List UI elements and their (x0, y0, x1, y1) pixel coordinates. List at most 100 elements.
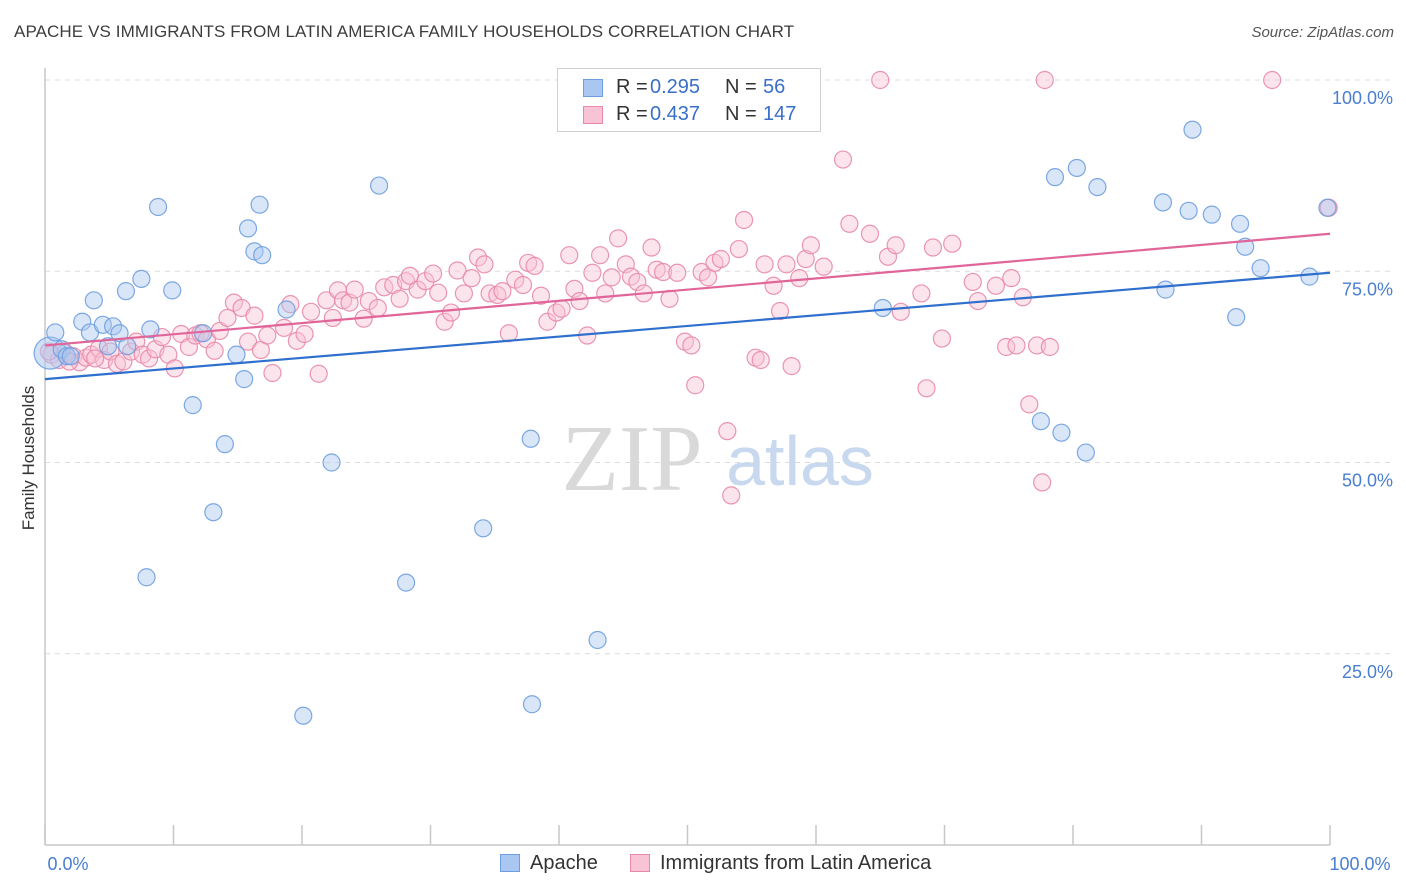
bottom-legend-label-latin: Immigrants from Latin America (660, 852, 932, 874)
latin-point (790, 269, 809, 288)
apache-point (132, 269, 151, 288)
latin-point (475, 255, 494, 274)
latin-point (711, 249, 731, 269)
latin-point (860, 224, 880, 243)
latin-point (923, 238, 943, 257)
legend-r-value: 0.437 (650, 103, 701, 125)
latin-point (917, 379, 936, 398)
apache-point (1031, 412, 1050, 431)
latin-point (642, 238, 661, 257)
latin-point (1033, 473, 1052, 492)
legend-swatch-apache (583, 79, 603, 97)
latin-point (454, 284, 474, 303)
apache-point (1153, 193, 1173, 212)
apache-point (163, 281, 182, 300)
latin-point (323, 308, 342, 328)
apache-point (1227, 308, 1246, 327)
latin-point (777, 255, 796, 274)
latin-point (871, 70, 890, 90)
apache-point (215, 435, 234, 454)
latin-point (932, 329, 952, 348)
apache-point (137, 568, 156, 587)
axes (44, 68, 1331, 846)
apache-point (1179, 201, 1198, 220)
latin-point (309, 364, 328, 383)
latin-point (570, 291, 589, 311)
apache-point (141, 320, 160, 339)
apache-point (1251, 259, 1270, 278)
latin-point (891, 302, 910, 321)
apache-point (204, 503, 223, 522)
latin-point (205, 341, 224, 360)
apache-point (474, 519, 493, 538)
y-tick-labels: 25.0% 50.0% 75.0% 100.0% (1332, 88, 1393, 682)
latin-point (886, 236, 905, 255)
latin-point (493, 282, 512, 301)
apache-point (46, 323, 65, 342)
apache-point (322, 453, 341, 472)
latin-point (653, 262, 673, 282)
latin-point (833, 150, 853, 169)
latin-point (525, 256, 544, 275)
apache-point (253, 246, 272, 265)
x-tick-label: 0.0% (47, 854, 88, 874)
latin-point (591, 246, 610, 265)
latin-point (583, 263, 602, 282)
apache-point (57, 347, 76, 366)
apache-point (873, 298, 892, 318)
apache-point (1300, 267, 1319, 286)
y-tick-label: 25.0% (1342, 662, 1393, 682)
apache-point (235, 370, 254, 389)
latin-point (628, 272, 647, 292)
chart-title: APACHE VS IMMIGRANTS FROM LATIN AMERICA … (14, 22, 795, 41)
y-tick-label: 50.0% (1342, 471, 1393, 491)
apache-point (521, 429, 540, 448)
apache-point (1183, 120, 1202, 139)
apache-point (1088, 178, 1107, 197)
latin-point (429, 283, 448, 302)
source-label: Source: ZipAtlas.com (1251, 24, 1394, 41)
apache-point (1230, 214, 1250, 233)
apache-point (370, 176, 389, 195)
latin-point (258, 326, 277, 345)
apache-point (238, 219, 258, 238)
latin-point (468, 248, 488, 267)
bottom-legend-swatch-apache (500, 854, 520, 872)
latin-point (114, 352, 133, 371)
latin-point (729, 239, 749, 259)
latin-point (531, 286, 551, 305)
apache-point (183, 396, 202, 415)
latin-point (416, 272, 435, 291)
latin-point (602, 268, 621, 287)
apache-point (277, 300, 296, 319)
legend-n-label: N = (725, 76, 757, 98)
latin-point (1002, 269, 1021, 288)
legend-r-label: R = (616, 103, 648, 125)
apache-point (1156, 280, 1175, 299)
y-tick-label: 100.0% (1332, 88, 1393, 108)
latin-point (441, 303, 461, 322)
latin-point (1007, 336, 1026, 355)
watermark-zip: ZIP (562, 407, 703, 511)
apache-point (227, 345, 246, 364)
latin-point (1263, 70, 1282, 90)
latin-point (943, 234, 962, 253)
latin-point (782, 357, 801, 376)
latin-point (814, 257, 833, 276)
apache-point (250, 195, 269, 214)
latin-point (345, 280, 364, 299)
bottom-legend-swatch-latin (630, 854, 650, 872)
trend-lines (44, 232, 1331, 381)
apache-point (1067, 158, 1086, 178)
series-apache-points (33, 120, 1337, 725)
latin-point (660, 289, 679, 308)
latin-point (513, 275, 533, 295)
apache-point (1052, 423, 1071, 442)
grid-lines (45, 79, 1392, 655)
latin-point (682, 336, 701, 355)
latin-point (295, 324, 314, 344)
latin-point (179, 337, 199, 357)
latin-point (390, 289, 409, 308)
x-tick-labels: 0.0% 100.0% (47, 854, 1390, 874)
